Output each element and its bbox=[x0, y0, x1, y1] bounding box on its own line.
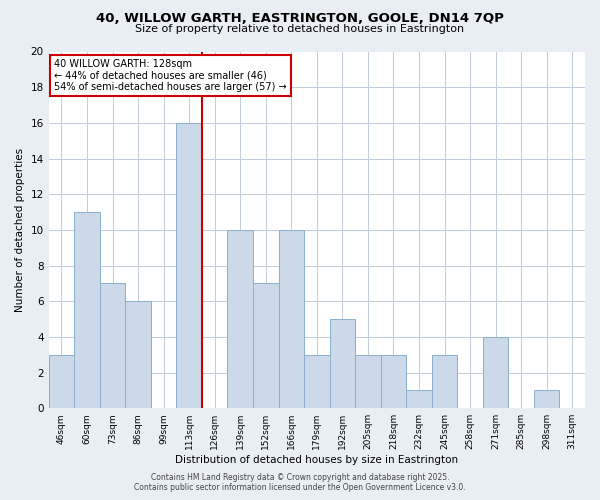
Y-axis label: Number of detached properties: Number of detached properties bbox=[15, 148, 25, 312]
Bar bbox=[534, 390, 559, 408]
Bar bbox=[483, 337, 508, 408]
Bar bbox=[278, 230, 304, 408]
Text: 40 WILLOW GARTH: 128sqm
← 44% of detached houses are smaller (46)
54% of semi-de: 40 WILLOW GARTH: 128sqm ← 44% of detache… bbox=[54, 58, 287, 92]
Bar bbox=[253, 284, 278, 408]
Bar bbox=[329, 319, 355, 408]
Bar bbox=[432, 354, 457, 408]
Text: Size of property relative to detached houses in Eastrington: Size of property relative to detached ho… bbox=[136, 24, 464, 34]
Bar bbox=[49, 354, 74, 408]
Bar bbox=[406, 390, 432, 408]
Bar bbox=[176, 123, 202, 408]
Bar bbox=[304, 354, 329, 408]
Bar bbox=[74, 212, 100, 408]
X-axis label: Distribution of detached houses by size in Eastrington: Distribution of detached houses by size … bbox=[175, 455, 458, 465]
Bar bbox=[227, 230, 253, 408]
Bar bbox=[100, 284, 125, 408]
Text: 40, WILLOW GARTH, EASTRINGTON, GOOLE, DN14 7QP: 40, WILLOW GARTH, EASTRINGTON, GOOLE, DN… bbox=[96, 12, 504, 26]
Bar bbox=[355, 354, 380, 408]
Text: Contains HM Land Registry data © Crown copyright and database right 2025.
Contai: Contains HM Land Registry data © Crown c… bbox=[134, 473, 466, 492]
Bar bbox=[380, 354, 406, 408]
Bar bbox=[125, 301, 151, 408]
